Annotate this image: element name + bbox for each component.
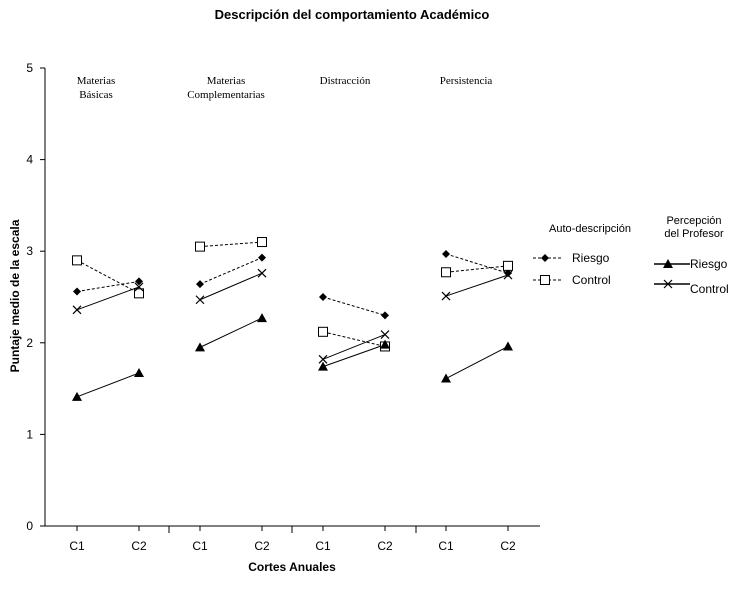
legend-label: Riesgo [572,251,610,265]
series-line-x [445,274,509,297]
data-point-triangle [503,341,513,351]
series-line-triangle [76,372,140,398]
data-point-x [318,354,328,364]
data-point-square [72,255,82,266]
data-point-triangle [134,368,144,378]
series-line-diamond [322,296,386,316]
x-tick-label: C1 [69,539,85,553]
data-point-square [257,237,267,248]
series-line-triangle [322,344,386,368]
data-point-diamond [442,249,450,258]
data-point-triangle [195,342,205,352]
series-line-square [199,241,263,248]
group-label: Materias [207,75,245,87]
data-point-x [257,268,267,278]
legend-title-teacher: del Profesor [664,228,724,240]
data-point-triangle [318,361,328,371]
group-labels-layer: Materias Básicas Materias Complementarias Di… [77,75,493,101]
x-tick-label: C2 [131,539,147,553]
legend-title-teacher: Percepción [666,215,721,227]
x-tick-label: C1 [192,539,208,553]
data-point-diamond [196,280,204,289]
series-line-diamond [76,280,140,292]
group-label: Materias [77,75,115,87]
group-label: Distracción [320,75,371,87]
series-line-triangle [445,346,509,379]
legend-marker-square [540,275,550,285]
series-line-x [322,334,386,360]
legend-marker-triangle [663,259,673,268]
data-point-diamond [73,287,81,296]
data-point-x [503,270,513,280]
data-point-triangle [380,339,390,349]
x-tick-label: C1 [315,539,331,553]
group-label: Básicas [79,89,113,101]
data-point-diamond [135,277,143,286]
series-line-x [76,286,140,311]
y-tick-label: 0 [26,519,33,533]
x-axis-label: Cortes Anuales [248,560,336,574]
data-point-x [380,330,390,339]
data-point-diamond [319,293,327,301]
series-line-diamond [199,257,263,285]
data-point-diamond [381,311,389,320]
group-label: Persistencia [440,75,493,87]
series-line-diamond [445,253,509,274]
y-tick-label: 5 [26,61,33,75]
legend-title-self: Auto-descripción [549,223,631,235]
data-point-triangle [257,313,267,323]
x-tick-label: C1 [438,539,454,553]
data-point-x [72,305,82,315]
data-point-triangle [441,373,451,383]
series-line-triangle [199,317,263,348]
legend-marker-diamond [541,254,549,262]
legend-label: Control [572,273,611,287]
data-point-x [195,295,205,305]
series-line-square [322,331,386,347]
data-point-square [441,267,451,278]
data-point-square [134,288,144,299]
y-tick-label: 2 [26,336,33,350]
y-tick-label: 1 [26,427,33,441]
ticks-layer: 0 1 2 3 4 5 C1 C2 C1 C2 C1 C2 C1 C2 [26,61,516,553]
chart-title: Descripción del comportamiento Académico [215,7,490,22]
data-point-x [441,291,451,301]
data-point-square [195,241,205,252]
series-line-square [445,265,509,273]
x-tick-label: C2 [254,539,270,553]
data-point-square [318,326,328,337]
legend-label: Riesgo [690,257,728,271]
data-point-triangle [72,391,82,401]
legend-marker-x [663,279,673,289]
series-line-square [76,259,140,294]
data-point-square [503,260,513,271]
legend-label: Control [690,282,729,296]
data-point-diamond [504,269,512,278]
series-layer [72,237,513,401]
y-tick-label: 3 [26,244,33,258]
data-point-x [134,282,144,292]
group-label: Complementarias [187,89,265,101]
y-axis-label: Puntaje medio de la escala [8,219,22,372]
x-tick-label: C2 [500,539,516,553]
y-tick-label: 4 [26,153,33,167]
series-line-x [199,272,263,301]
x-tick-label: C2 [377,539,393,553]
data-point-diamond [258,253,266,262]
